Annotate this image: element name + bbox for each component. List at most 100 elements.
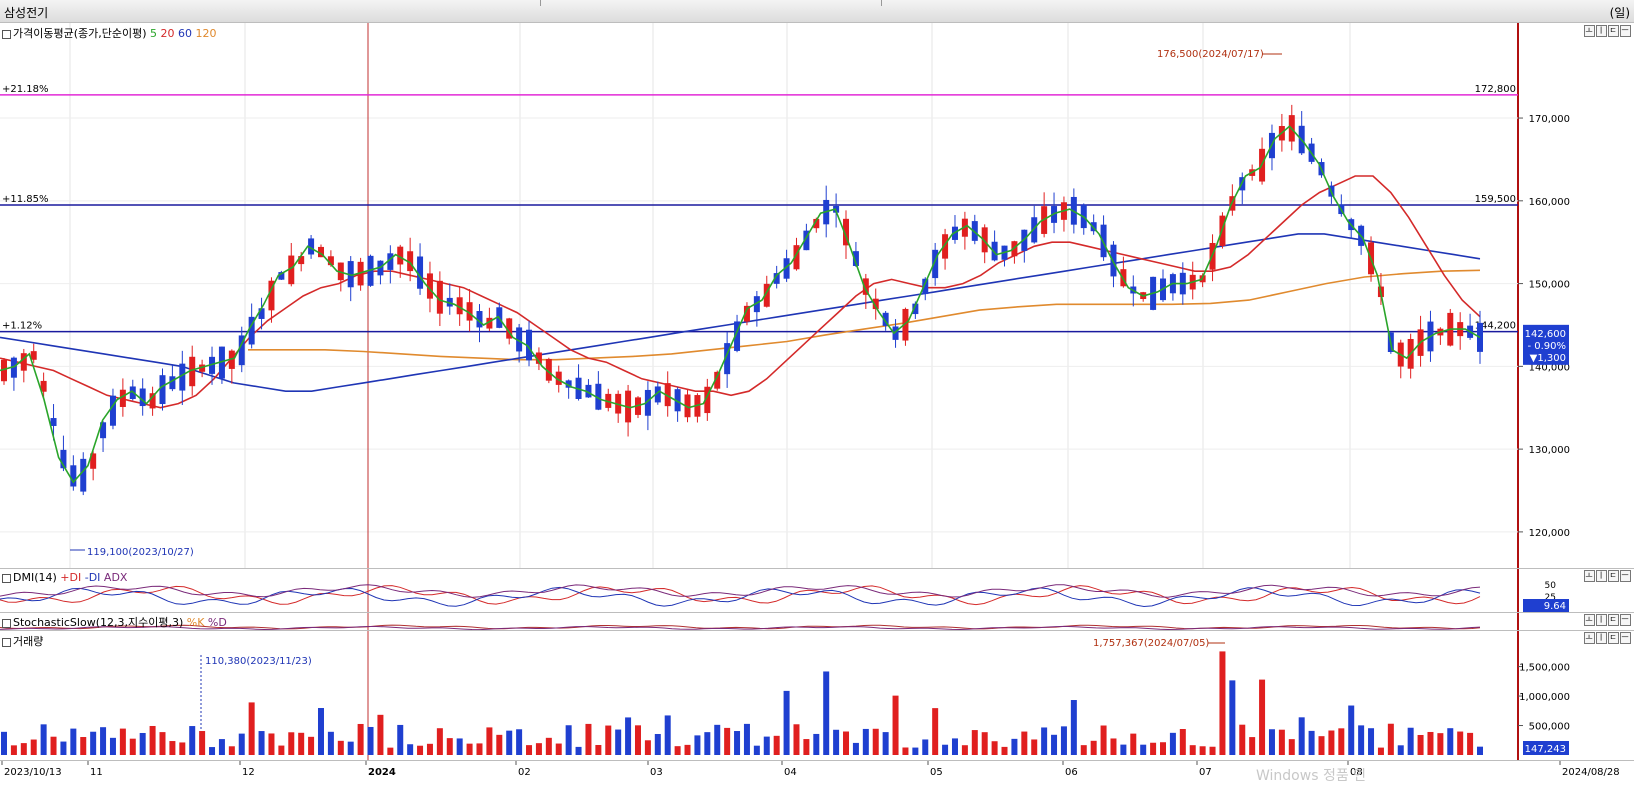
volume-bar: [773, 735, 780, 755]
stochastic-panel-controls[interactable]: ㅗㅣㄷㅡ: [1584, 614, 1631, 626]
candle-body: [555, 371, 562, 385]
volume-bar: [1239, 724, 1246, 755]
volume-bar: [139, 732, 146, 755]
volume-bar: [60, 741, 67, 755]
volume-panel: 거래량 ㅗㅣㄷㅡ 1,500,000 1,000,000 500,000 1,757,…: [0, 630, 1634, 761]
candle-body: [397, 246, 404, 265]
candle-body: [476, 311, 483, 328]
dmi-tick-label: 25: [1545, 593, 1556, 603]
volume-bar: [100, 727, 107, 755]
candle-body: [516, 327, 523, 352]
candle-body: [852, 251, 859, 266]
volume-legend: 거래량: [2, 633, 43, 649]
dmi-title: DMI(14): [13, 571, 57, 584]
volume-bar: [753, 745, 760, 755]
dmi-panel-controls[interactable]: ㅗㅣㄷㅡ: [1584, 570, 1631, 582]
volume-bar: [30, 739, 37, 755]
volume-bar: [961, 745, 968, 755]
ma60-label: 60: [178, 27, 193, 40]
volume-tick-label: 1,000,000: [1519, 692, 1570, 703]
volume-bar: [288, 732, 295, 755]
volume-bar: [317, 708, 324, 755]
volume-bar: [516, 729, 523, 755]
volume-bar: [694, 735, 701, 755]
volume-bar: [1338, 728, 1345, 755]
candle-body: [991, 241, 998, 261]
volume-bar: [506, 730, 513, 755]
dmi-chart[interactable]: 50 259.64: [0, 569, 1634, 613]
candle-body: [179, 363, 186, 391]
x-tick-label: 05: [930, 767, 943, 778]
volume-chart[interactable]: 1,500,000 1,000,000 500,000 1,757,367(2024/…: [0, 631, 1634, 761]
volume-bar: [1377, 747, 1384, 755]
volume-tick-label: 500,000: [1529, 722, 1570, 733]
candle-body: [535, 352, 542, 364]
volume-bar: [664, 715, 671, 755]
price-panel-controls[interactable]: ㅗㅣㄷㅡ: [1584, 25, 1631, 37]
candle-body: [1031, 217, 1038, 243]
volume-bar: [1090, 740, 1097, 755]
current-price-badge: [1523, 324, 1569, 365]
candle-body: [585, 384, 592, 398]
candle-body: [714, 371, 721, 389]
candle-body: [526, 329, 533, 361]
panel-menu-icon[interactable]: [2, 29, 11, 39]
volume-bar: [942, 744, 949, 755]
volume-bar: [1437, 733, 1444, 755]
volume-bar: [1348, 705, 1355, 755]
x-tick-label: 03: [650, 767, 663, 778]
volume-bar: [1298, 717, 1305, 755]
volume-bar: [734, 731, 741, 755]
candle-body: [466, 302, 473, 321]
volume-bar: [763, 736, 770, 755]
volume-bar: [1, 731, 7, 755]
candle-body: [942, 234, 949, 259]
volume-bar: [50, 736, 57, 755]
stochastic-chart[interactable]: [0, 613, 1634, 631]
volume-bar: [1130, 733, 1137, 755]
volume-tick-label: 1,500,000: [1519, 663, 1570, 674]
price-panel: 가격이동평균(종가,단순이평) 5 20 60 120 ㅗㅣㄷㅡ 170,000…: [0, 22, 1634, 569]
candle-body: [40, 380, 47, 392]
volume-bar: [1477, 746, 1483, 755]
volume-bar: [932, 708, 939, 755]
volume-bar: [1080, 745, 1087, 755]
panel-menu-icon[interactable]: [2, 618, 11, 628]
volume-bar: [922, 739, 929, 755]
volume-bar: [704, 732, 711, 755]
reference-line-price: 144,200: [1475, 321, 1516, 332]
panel-menu-icon[interactable]: [2, 573, 11, 583]
candle-body: [317, 246, 324, 258]
ma120-label: 120: [195, 27, 217, 40]
volume-bar: [189, 726, 196, 755]
volume-bar: [179, 742, 186, 755]
tab-strip[interactable]: [540, 0, 882, 6]
volume-bar: [159, 732, 166, 755]
adx-label: ADX: [103, 571, 128, 584]
volume-bar: [149, 725, 156, 755]
candle-body: [30, 351, 37, 360]
candle-body: [734, 321, 741, 351]
volume-bar: [407, 744, 414, 755]
candle-body: [753, 296, 760, 313]
candle-body: [298, 256, 305, 265]
candle-body: [783, 258, 790, 279]
volume-bar: [1288, 739, 1295, 755]
volume-bar: [872, 728, 879, 755]
volume-bar: [20, 743, 27, 755]
volume-panel-controls[interactable]: ㅗㅣㄷㅡ: [1584, 632, 1631, 644]
period-mode[interactable]: (일): [1609, 6, 1630, 20]
current-price: 142,600: [1525, 329, 1566, 340]
candle-body: [50, 418, 57, 426]
candle-body: [278, 272, 285, 280]
volume-bar: [1120, 744, 1127, 755]
candle-body: [268, 280, 275, 311]
volume-bar: [852, 742, 859, 755]
volume-bar: [1358, 725, 1365, 755]
candle-body: [377, 260, 384, 276]
price-chart[interactable]: 170,000 160,000 150,000 140,000 130,000 120,0…: [0, 23, 1634, 569]
volume-bar: [1407, 727, 1414, 755]
candle-body: [674, 389, 681, 412]
panel-menu-icon[interactable]: [2, 637, 11, 647]
volume-bar: [169, 741, 176, 755]
